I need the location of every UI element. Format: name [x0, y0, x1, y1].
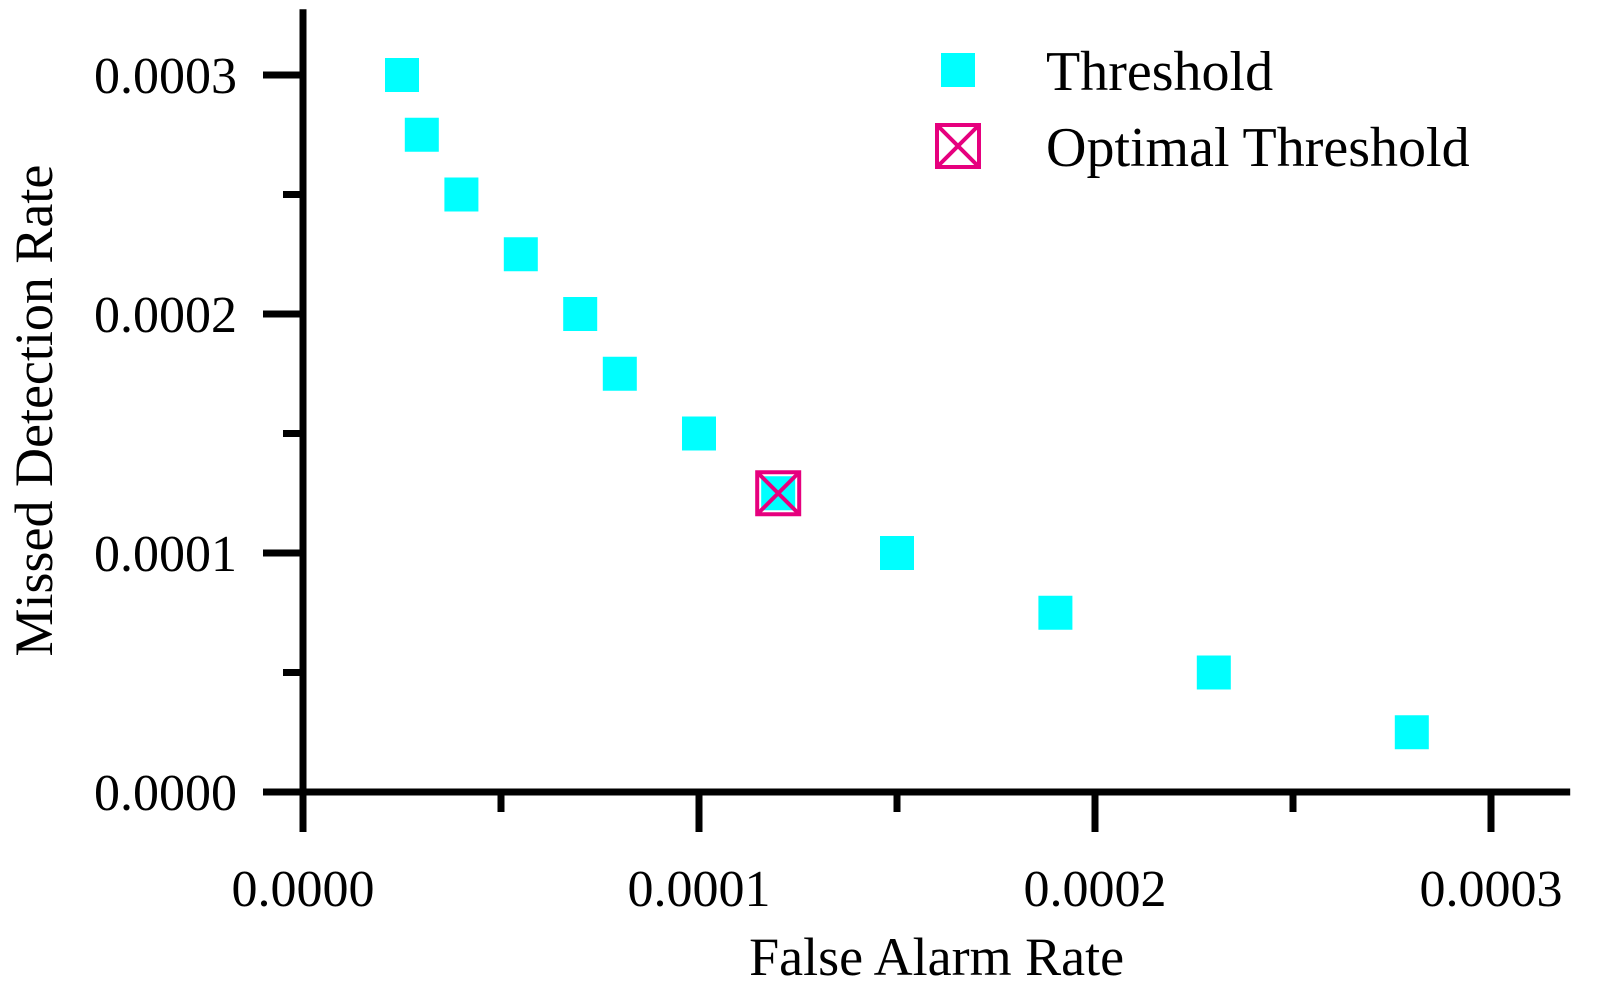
threshold-point [1196, 655, 1231, 690]
threshold-point [1394, 715, 1429, 750]
crossed-square-diagonal [755, 470, 801, 516]
axis-ticks: 0.0000 0.0001 0.0002 0.0003 0.0000 0.0001 0.00… [94, 48, 1563, 918]
threshold-point [880, 536, 914, 570]
legend: Threshold Optimal Threshold [935, 41, 1470, 179]
y-tick-label: 0.0002 [94, 287, 237, 344]
x-axis-title: False Alarm Rate [749, 927, 1124, 987]
legend-threshold-marker [941, 53, 975, 87]
threshold-point [385, 58, 419, 92]
threshold-point [602, 356, 637, 391]
x-tick-label: 0.0000 [232, 861, 375, 918]
x-tick-label: 0.0001 [628, 861, 771, 918]
plot-marks [385, 58, 1429, 750]
crossed-square-frame [755, 470, 802, 517]
x-tick-label: 0.0003 [1420, 861, 1563, 918]
y-tick-label: 0.0003 [94, 48, 237, 105]
threshold-point [1038, 595, 1073, 630]
crossed-square-diagonal [935, 123, 981, 169]
axes [263, 9, 1571, 832]
threshold-point [563, 297, 598, 331]
optimal-threshold-point [755, 470, 802, 517]
threshold-point [682, 416, 716, 451]
crossed-square-frame [935, 123, 981, 169]
threshold-point [404, 117, 439, 152]
threshold-point [503, 237, 538, 272]
y-tick-label: 0.0001 [94, 526, 237, 583]
threshold-point [444, 177, 479, 212]
x-tick-label: 0.0002 [1024, 861, 1167, 918]
y-axis-title: Missed Detection Rate [4, 165, 64, 657]
legend-label: Threshold [1046, 41, 1273, 103]
legend-optimal-threshold-marker [935, 123, 981, 169]
legend-label: Optimal Threshold [1046, 117, 1470, 179]
y-tick-label: 0.0000 [94, 765, 237, 822]
